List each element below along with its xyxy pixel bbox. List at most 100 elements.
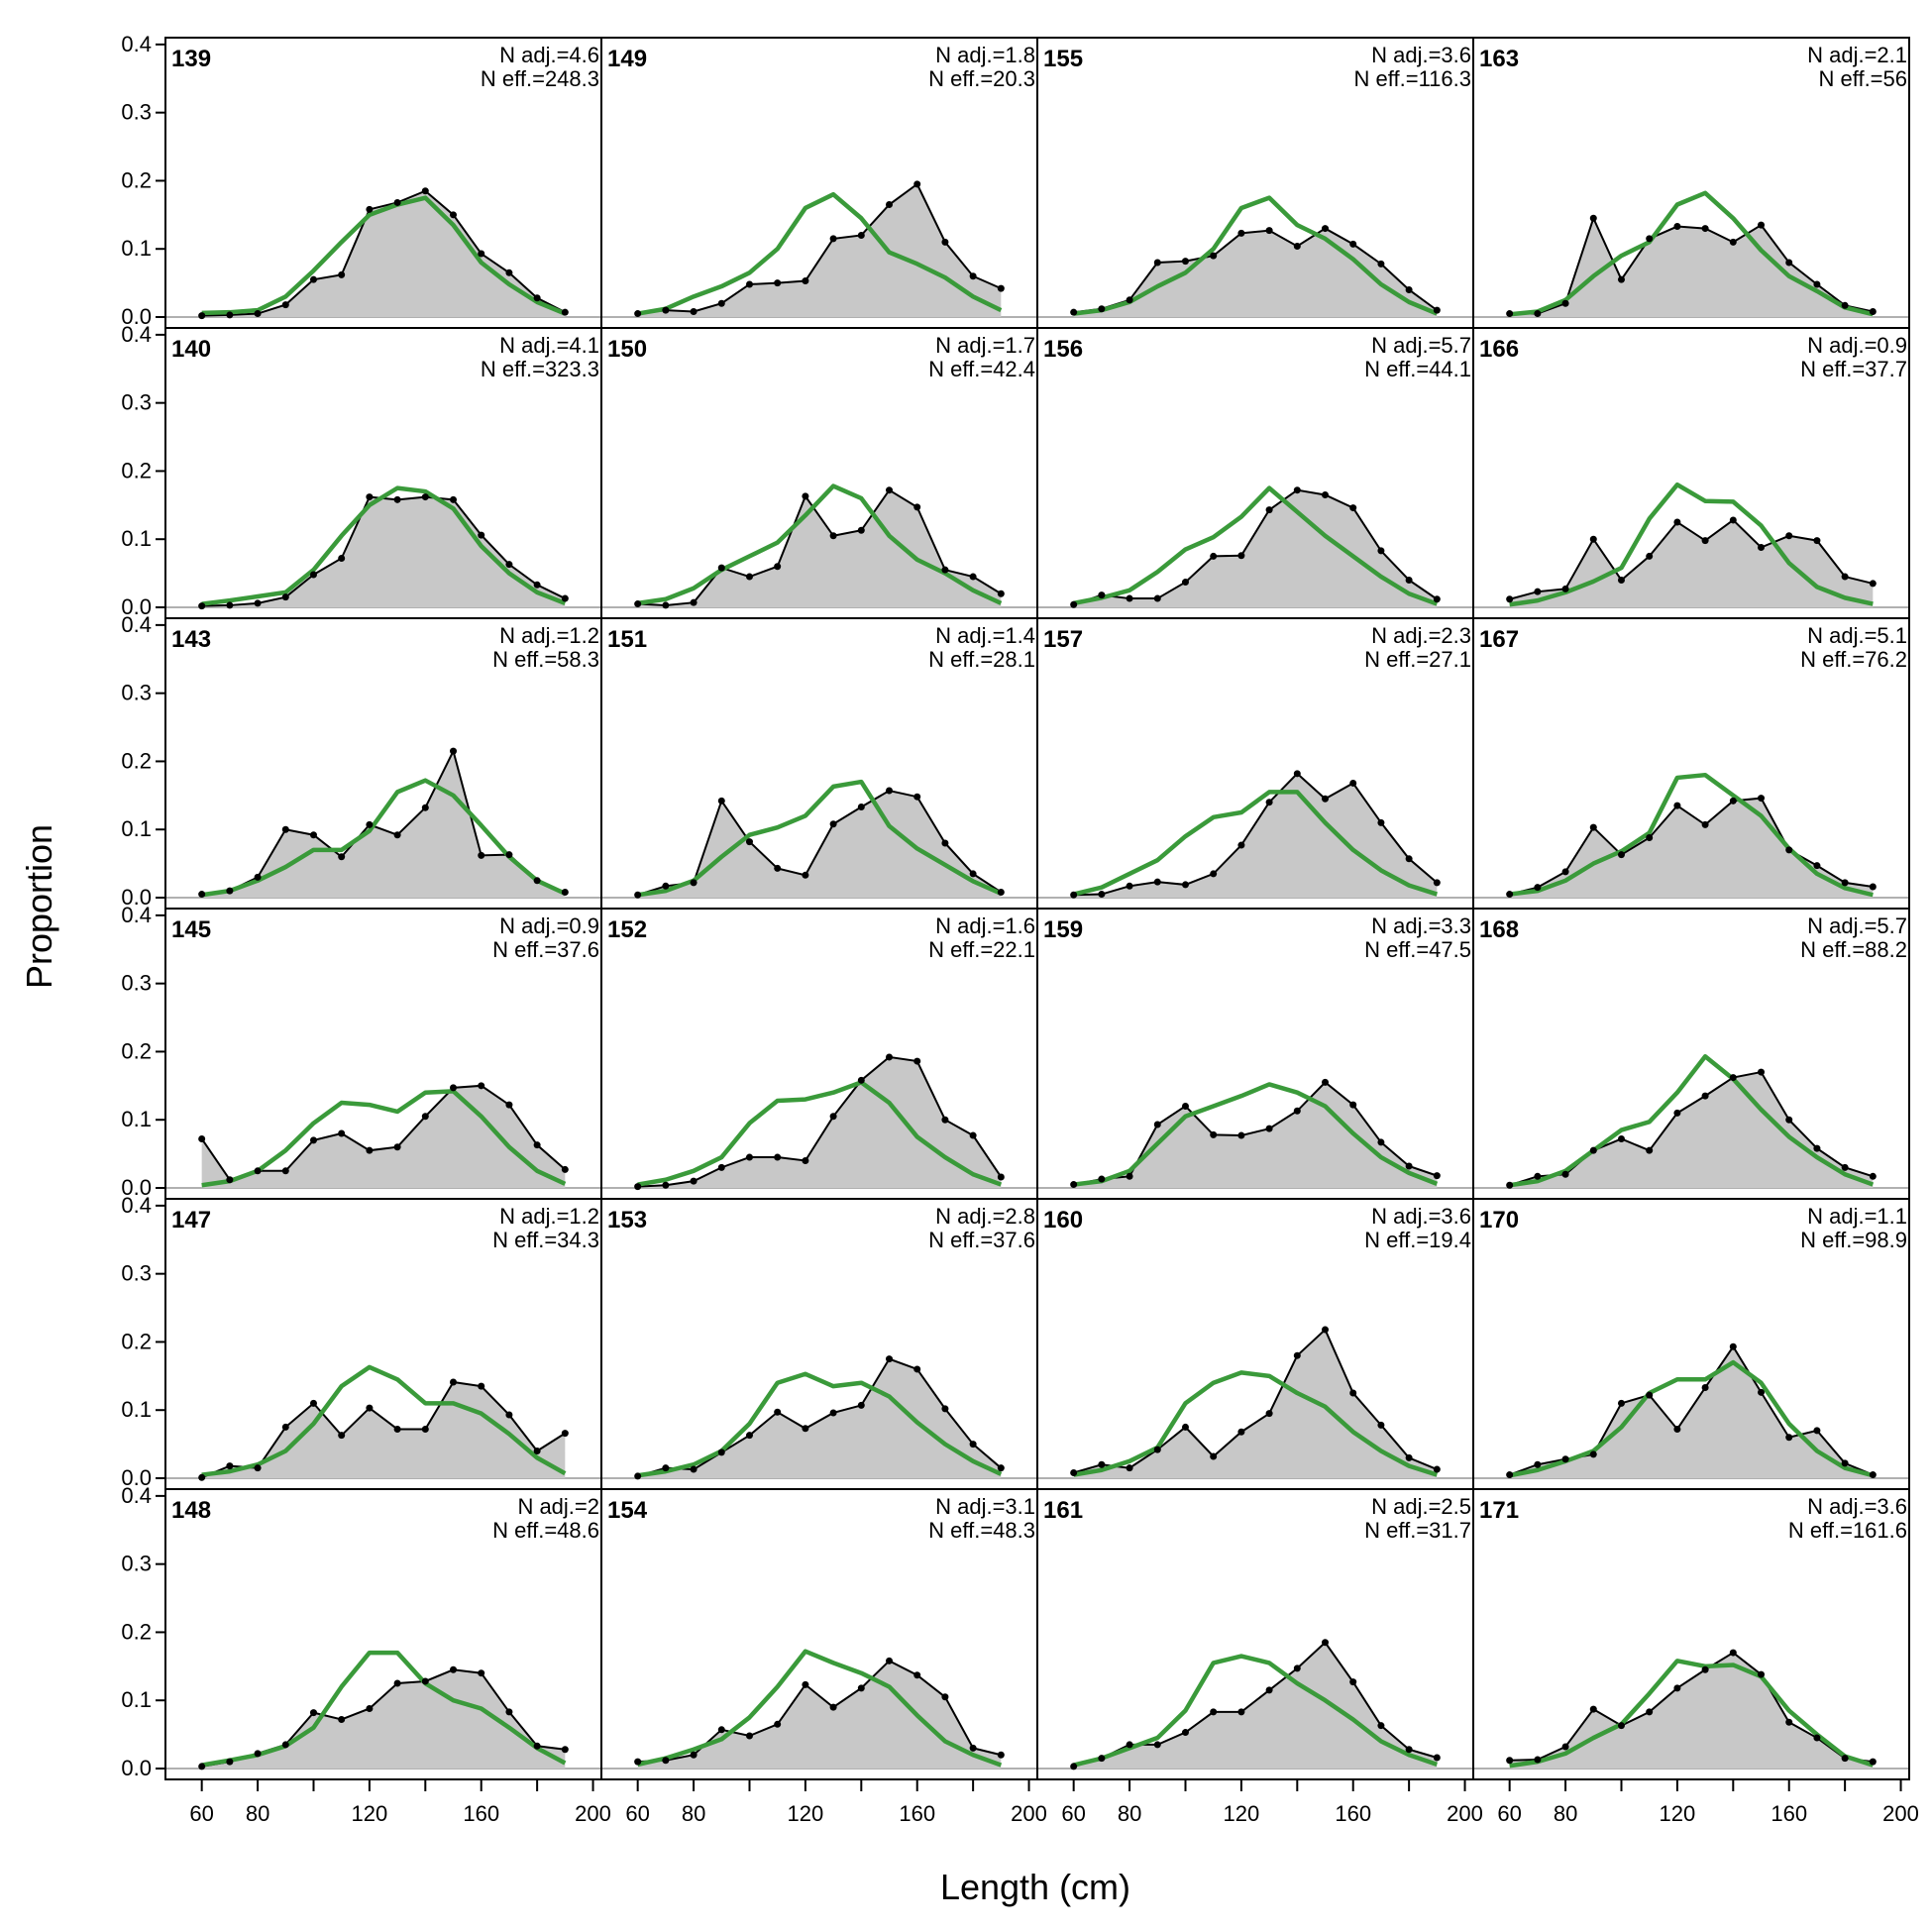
observed-point <box>1785 1116 1793 1124</box>
observed-point <box>393 1143 401 1151</box>
observed-point <box>1729 238 1737 246</box>
expected-line <box>637 1080 1003 1187</box>
x-tick-label: 80 <box>246 1801 269 1826</box>
y-tick-label: 0.3 <box>121 1261 152 1286</box>
n-eff-label: N eff.=44.1 <box>1364 357 1471 381</box>
observed-point <box>857 1401 865 1409</box>
observed-point <box>1673 1109 1681 1117</box>
observed-point <box>1506 595 1514 603</box>
observed-point <box>1534 1756 1542 1764</box>
observed-point <box>886 201 894 209</box>
panel-140: 140 N adj.=4.1N eff.=323.3 0.0 0.1 0.2 0.3 0.4 <box>121 322 602 619</box>
n-eff-label: N eff.=56 <box>1819 66 1908 91</box>
observed-area <box>637 1661 1002 1769</box>
observed-point <box>450 1084 458 1092</box>
observed-point <box>309 1709 317 1717</box>
panel-159: 159 N adj.=3.3N eff.=47.5 <box>1036 908 1474 1200</box>
panel-148: 148 N adj.=2N eff.=48.6 0.0 0.1 0.2 0.3 0.4 <box>121 1483 602 1780</box>
observed-point <box>1841 1163 1849 1171</box>
expected-line <box>637 191 1003 316</box>
y-tick-label: 0.2 <box>121 167 152 192</box>
observed-point <box>1237 841 1245 849</box>
observed-point <box>254 1464 262 1472</box>
observed-point <box>198 891 206 899</box>
observed-point <box>1349 1389 1357 1397</box>
observed-point <box>1377 547 1385 555</box>
x-tick-label: 80 <box>1554 1801 1577 1826</box>
observed-point <box>717 797 725 805</box>
observed-point <box>561 1430 569 1438</box>
observed-point <box>745 838 753 846</box>
panel-150: 150 N adj.=1.7N eff.=42.4 <box>600 327 1038 619</box>
panel-157: 157 N adj.=2.3N eff.=27.1 <box>1036 617 1474 910</box>
observed-point <box>913 1365 921 1373</box>
y-tick-label: 0.1 <box>121 1107 152 1131</box>
expected-line <box>1073 1654 1439 1768</box>
observed-point <box>338 270 346 278</box>
observed-point <box>802 1680 809 1688</box>
y-tick-label: 0.3 <box>121 100 152 125</box>
observed-point <box>1673 1425 1681 1433</box>
observed-point <box>1433 306 1441 314</box>
observed-point <box>1646 235 1654 243</box>
observed-point <box>1126 1464 1133 1472</box>
panel-166: 166 N adj.=0.9N eff.=37.7 <box>1472 327 1910 619</box>
observed-point <box>829 532 837 540</box>
observed-point <box>634 1758 642 1766</box>
observed-point <box>309 1399 317 1407</box>
n-adj-label: N adj.=3.6 <box>1807 1494 1907 1519</box>
observed-area <box>637 183 1002 317</box>
observed-point <box>1070 1181 1078 1189</box>
observed-point <box>505 851 513 859</box>
panel-title: 150 <box>607 336 647 363</box>
panel-title: 157 <box>1043 626 1083 653</box>
observed-point <box>366 1404 374 1412</box>
n-eff-label: N eff.=37.7 <box>1800 357 1907 381</box>
observed-point <box>634 1472 642 1480</box>
panel-title: 161 <box>1043 1497 1083 1524</box>
observed-area <box>201 496 566 607</box>
n-adj-label: N adj.=3.3 <box>1371 913 1471 938</box>
observed-point <box>1701 1384 1709 1392</box>
observed-area <box>1509 218 1874 317</box>
x-tick-label: 200 <box>1011 1801 1047 1826</box>
observed-line <box>1509 797 1874 896</box>
expected-line <box>201 195 567 316</box>
observed-point <box>913 503 921 511</box>
x-axis-label: Length (cm) <box>940 1867 1130 1907</box>
panel-145: 145 N adj.=0.9N eff.=37.6 0.0 0.1 0.2 0.3 0.4 <box>121 903 602 1200</box>
observed-point <box>366 205 374 213</box>
observed-point <box>662 306 670 314</box>
observed-point <box>533 1742 541 1750</box>
expected-line <box>1509 482 1874 607</box>
observed-point <box>1561 585 1569 592</box>
expected-line <box>1509 1659 1875 1769</box>
expected-line <box>1509 772 1874 898</box>
observed-point <box>1869 1172 1877 1180</box>
observed-point <box>505 1411 513 1419</box>
panel-title: 139 <box>171 46 211 72</box>
observed-point <box>1758 543 1766 551</box>
y-tick-label: 0.1 <box>121 1687 152 1712</box>
panel-168: 168 N adj.=5.7N eff.=88.2 <box>1472 908 1910 1200</box>
panel-frame <box>1472 1488 1910 1780</box>
panel-title: 159 <box>1043 916 1083 943</box>
observed-point <box>338 1715 346 1723</box>
panel-154: 154 N adj.=3.1N eff.=48.3 <box>600 1488 1038 1780</box>
observed-point <box>450 495 458 503</box>
observed-point <box>1813 1144 1821 1152</box>
observed-point <box>1813 1427 1821 1435</box>
observed-area <box>1509 519 1874 607</box>
observed-point <box>281 1741 289 1749</box>
x-tick-label: 120 <box>788 1801 824 1826</box>
observed-area <box>637 489 1002 607</box>
x-tick-label: 120 <box>352 1801 388 1826</box>
panel-139: 139 N adj.=4.6N eff.=248.3 0.0 0.1 0.2 0.3 0.4 <box>121 32 602 329</box>
n-eff-label: N eff.=116.3 <box>1354 66 1471 91</box>
panel-167: 167 N adj.=5.1N eff.=76.2 <box>1472 617 1910 910</box>
n-adj-label: N adj.=3.6 <box>1371 1204 1471 1229</box>
observed-point <box>1729 797 1737 805</box>
observed-point <box>717 1163 725 1171</box>
observed-point <box>745 573 753 581</box>
observed-point <box>802 277 809 285</box>
